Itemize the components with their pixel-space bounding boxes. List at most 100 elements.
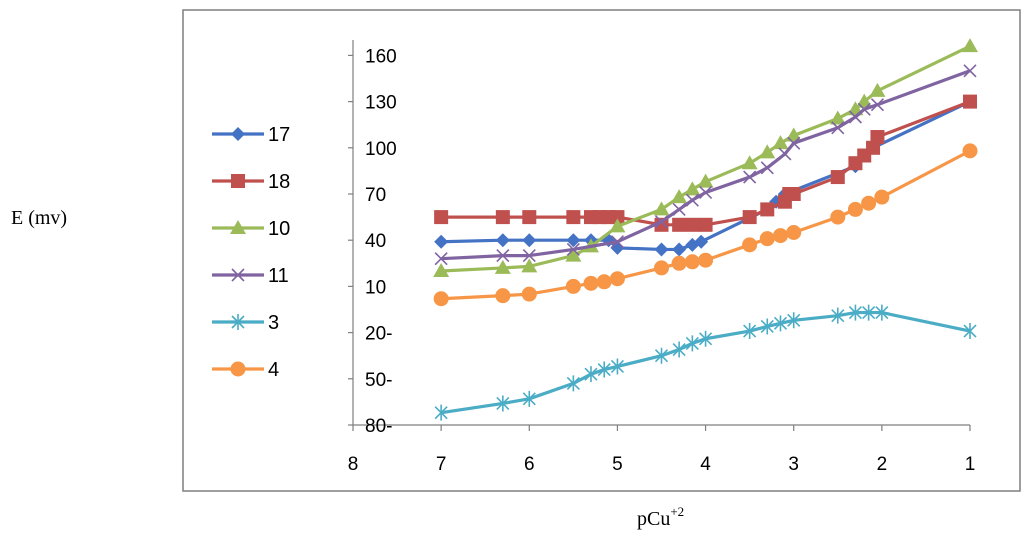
data-point xyxy=(861,195,877,211)
legend-item: 10 xyxy=(212,218,290,240)
y-tick-label: 130 xyxy=(365,93,397,114)
legend-marker xyxy=(231,314,245,330)
x-axis-label: pCu+2 xyxy=(637,504,684,530)
data-point xyxy=(829,110,846,125)
data-point xyxy=(772,228,788,244)
y-tick-label: 50- xyxy=(365,370,392,391)
data-point xyxy=(743,323,757,340)
data-point xyxy=(742,210,757,225)
data-point xyxy=(962,143,978,159)
data-point xyxy=(759,231,775,247)
data-point xyxy=(522,233,537,248)
y-tick-label: 20- xyxy=(365,324,392,345)
legend-label: 17 xyxy=(268,124,290,146)
legend-label: 10 xyxy=(268,218,290,240)
legend-item: 4 xyxy=(212,359,279,381)
data-point xyxy=(566,233,581,248)
data-point xyxy=(496,395,510,412)
data-point xyxy=(831,307,845,324)
y-tick-label: 70 xyxy=(365,185,386,206)
data-point xyxy=(869,82,886,97)
legend-label: 4 xyxy=(268,359,279,381)
legend-label: 3 xyxy=(268,312,279,334)
data-point xyxy=(565,278,581,294)
data-point xyxy=(609,218,626,233)
x-axis-label-superscript: +2 xyxy=(670,504,684,519)
data-point xyxy=(831,121,845,135)
legend-label: 18 xyxy=(268,171,290,193)
data-point xyxy=(654,242,669,257)
series-line xyxy=(440,310,971,415)
data-point xyxy=(963,64,977,78)
series-11 xyxy=(434,64,977,266)
data-point xyxy=(610,235,624,249)
series-3 xyxy=(434,304,977,421)
data-point xyxy=(495,288,511,304)
data-point xyxy=(433,291,449,307)
data-point xyxy=(870,130,885,145)
data-point xyxy=(565,247,582,262)
data-point xyxy=(654,347,669,364)
data-point xyxy=(760,318,774,335)
data-point xyxy=(848,304,862,321)
legend-item: 18 xyxy=(212,171,290,193)
data-point xyxy=(773,315,788,332)
y-axis-label: E (mv) xyxy=(11,207,67,229)
data-point xyxy=(963,94,977,109)
data-point xyxy=(699,185,713,200)
legend-label: 11 xyxy=(268,265,289,287)
data-point xyxy=(522,210,537,225)
series-10 xyxy=(433,38,978,277)
data-point xyxy=(743,170,757,184)
x-axis-label-base: pCu xyxy=(637,508,670,530)
data-point xyxy=(760,161,774,175)
data-point xyxy=(654,260,669,276)
data-point xyxy=(857,102,871,116)
data-point xyxy=(697,173,714,188)
data-point xyxy=(566,375,580,392)
series-4 xyxy=(433,143,978,307)
data-point xyxy=(760,202,775,217)
data-point xyxy=(698,252,714,268)
data-point xyxy=(672,202,686,216)
data-point xyxy=(434,252,448,266)
data-point xyxy=(496,249,510,263)
data-point xyxy=(597,361,611,378)
data-point xyxy=(870,98,885,112)
data-point xyxy=(495,233,510,248)
data-point xyxy=(866,140,881,155)
legend-marker xyxy=(231,174,245,188)
data-point xyxy=(787,312,801,329)
data-point xyxy=(699,330,713,347)
data-point xyxy=(685,335,699,352)
data-point xyxy=(672,217,687,232)
legend-marker xyxy=(230,220,246,234)
data-point xyxy=(609,271,625,287)
data-point xyxy=(874,189,890,205)
y-tick-label: 80- xyxy=(365,416,392,437)
x-tick-label: 6 xyxy=(524,454,535,475)
x-tick-label: 4 xyxy=(700,454,711,475)
data-point xyxy=(847,201,863,217)
legend-marker xyxy=(231,127,245,141)
data-point xyxy=(654,217,669,232)
data-point xyxy=(684,181,701,196)
legend-marker xyxy=(231,268,245,282)
legend-item: 3 xyxy=(212,312,279,334)
data-point xyxy=(830,209,846,225)
y-tick-label: 10 xyxy=(365,277,386,298)
data-point xyxy=(610,358,624,375)
data-point xyxy=(741,155,758,170)
data-point xyxy=(672,341,686,358)
data-point xyxy=(786,225,802,240)
data-point xyxy=(434,234,449,249)
data-point xyxy=(759,144,776,159)
x-tick-label: 7 xyxy=(436,454,447,475)
x-tick-label: 3 xyxy=(788,454,799,475)
data-point xyxy=(856,93,873,108)
data-point xyxy=(521,258,538,273)
data-point xyxy=(653,201,670,216)
axes: 160 130 100 70 40 10 20- 50- 80- 8 7 6 5 4 3 2 1 xyxy=(348,40,975,475)
x-tick-label: 8 xyxy=(348,454,359,475)
data-point xyxy=(494,259,511,274)
